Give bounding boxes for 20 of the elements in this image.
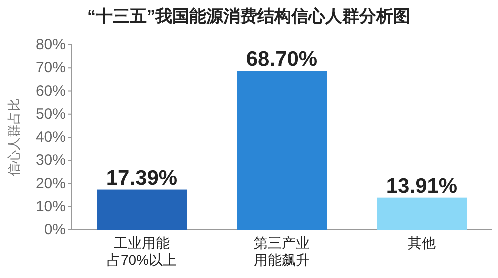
x-tick-label: 第三产业用能飙升 bbox=[254, 235, 310, 268]
y-tick-label: 10% bbox=[36, 198, 66, 216]
x-tick-label: 工业用能占70%以上 bbox=[106, 235, 178, 268]
y-tick-label: 40% bbox=[36, 129, 66, 146]
y-tick-label: 60% bbox=[36, 82, 66, 100]
chart-title: “十三五”我国能源消费结构信心人群分析图 bbox=[88, 7, 410, 26]
bar bbox=[377, 198, 467, 230]
data-label: 13.91% bbox=[386, 174, 458, 198]
y-tick-label: 80% bbox=[36, 36, 66, 54]
y-tick-label: 50% bbox=[36, 106, 66, 123]
y-tick-label: 20% bbox=[36, 175, 66, 192]
bar bbox=[97, 190, 187, 230]
bar bbox=[237, 71, 327, 230]
y-tick-label: 30% bbox=[36, 152, 66, 170]
y-tick-label: 0% bbox=[44, 222, 66, 238]
y-axis-title: 信心人群占比 bbox=[6, 98, 22, 176]
y-tick-label: 70% bbox=[36, 60, 66, 77]
x-tick-label: 其他 bbox=[408, 235, 436, 251]
data-label: 17.39% bbox=[106, 166, 178, 190]
data-label: 68.70% bbox=[246, 48, 318, 72]
